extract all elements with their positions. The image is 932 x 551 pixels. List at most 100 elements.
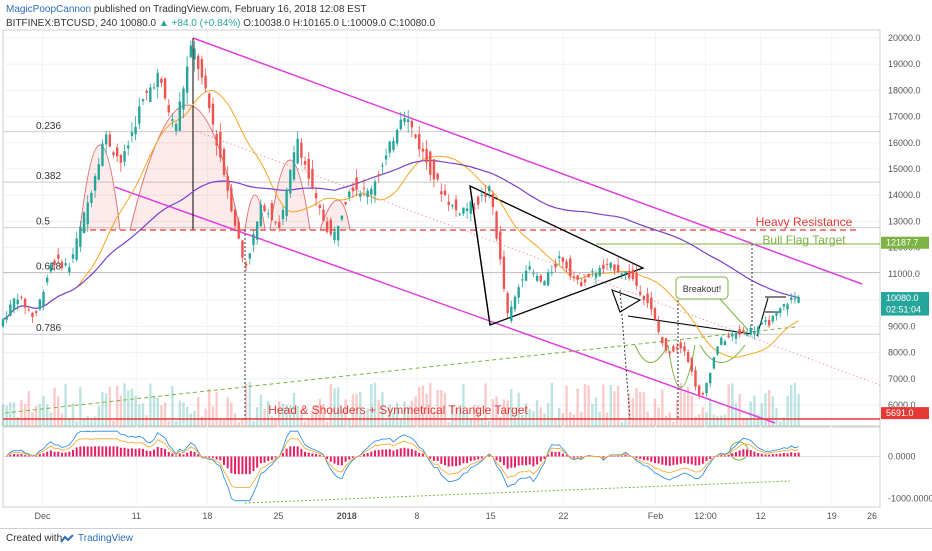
macd-histogram-bar [120,448,122,457]
candle-body [138,106,140,123]
fib-level-label: 0.236 [36,121,61,132]
macd-histogram-bar [742,449,744,456]
volume-bar [691,396,693,426]
macd-histogram-bar [473,456,475,460]
macd-histogram-bar [683,456,685,463]
macd-histogram-bar [654,456,656,463]
macd-histogram-bar [149,451,151,456]
time-tick-label: 8 [414,511,419,521]
price-axis: 20000.019000.018000.017000.016000.015000… [888,33,932,504]
macd-histogram-bar [566,455,568,456]
macd-histogram-bar [455,456,457,466]
candle-body [330,220,332,235]
drawings: Breakout! Heavy Resistance Bull Flag Tar… [3,38,880,423]
candle-body [400,120,402,129]
volume-bar [602,385,604,426]
candle-body [201,59,203,77]
candle-body [293,152,295,179]
volume-bar [632,398,634,426]
candle-body [315,193,317,198]
candle-body [624,272,626,274]
volume-bar [39,404,41,426]
macd-histogram-bar [694,456,696,465]
candle-body [517,287,519,297]
candle-body [481,195,483,196]
macd-histogram-bar [672,456,674,464]
candle-body [617,265,619,272]
macd-histogram-bar [315,454,317,457]
candle-body [414,135,416,138]
macd-histogram-bar [127,449,129,457]
candle-body [731,334,733,336]
volume-bar [720,416,722,426]
macd-histogram-bar [396,449,398,456]
volume-bar [661,389,663,426]
price-badge-label: 02:51:04 [886,305,921,315]
candle-body [123,151,125,162]
volume-bar [554,420,556,426]
candle-body [333,232,335,241]
candle-body [569,258,571,275]
macd-histogram-bar [142,449,144,457]
channel-bottom-line[interactable] [115,187,775,423]
volume-bar [779,421,781,426]
volume-bar [109,387,111,426]
macd-histogram-bar [79,446,81,456]
candle-body [727,335,729,337]
time-tick-label: 18 [202,511,212,521]
macd-histogram-bar [363,454,365,456]
macd-histogram-bar [403,448,405,457]
candle-body [503,257,505,289]
time-tick-label: 12 [756,511,766,521]
candle-body [212,104,214,125]
macd-histogram-bar [448,456,450,466]
macd-histogram-bar [731,453,733,456]
flag-top-line[interactable] [628,316,752,334]
candle-body [425,149,427,162]
volume-bar [672,422,674,426]
macd-histogram-bar [109,446,111,456]
target-label: Head & Shoulders + Symmetrical Triangle … [268,403,528,417]
candle-body [252,234,254,245]
candle-body [492,194,494,207]
macd-histogram-bar [783,453,785,456]
macd-histogram-bar [65,453,67,457]
volume-bar [112,421,114,426]
candle-body [278,222,280,227]
volume-bar [753,395,755,426]
time-tick-label: 15 [486,511,496,521]
macd-histogram-bar [293,446,295,456]
volume-bar [400,419,402,426]
volume-bar [547,403,549,426]
candle-body [241,240,243,257]
candle-body [591,271,593,272]
volume-bar [186,407,188,426]
candle-body [738,329,740,334]
macd-histogram-bar [661,456,663,464]
volume-bar [654,399,656,426]
candle-body [547,272,549,285]
tradingview-link[interactable]: TradingView [78,533,133,544]
candle-body [668,351,670,353]
candle-body [558,256,560,258]
candle-body [790,298,792,300]
macd-histogram-bar [341,456,343,465]
candle-body [455,199,457,210]
candle-body [551,272,553,273]
bear-flag[interactable] [612,290,640,312]
macd-histogram-bar [304,452,306,457]
candle-body [142,99,144,101]
macd-histogram-bar [462,456,464,463]
macd-histogram-bar [643,456,645,460]
candle-body [772,316,774,321]
candle-body [746,334,748,336]
volume-bar [5,406,7,426]
macd-histogram-bar [160,448,162,456]
volume-bar [98,406,100,426]
candle-body [175,124,177,131]
candle-body [112,152,114,155]
fib-level-label: 0.5 [36,217,50,228]
volume-bar [683,392,685,426]
price-tick-label: 20000.0 [888,33,921,43]
price-chart[interactable]: Breakout! Heavy Resistance Bull Flag Tar… [0,0,932,528]
